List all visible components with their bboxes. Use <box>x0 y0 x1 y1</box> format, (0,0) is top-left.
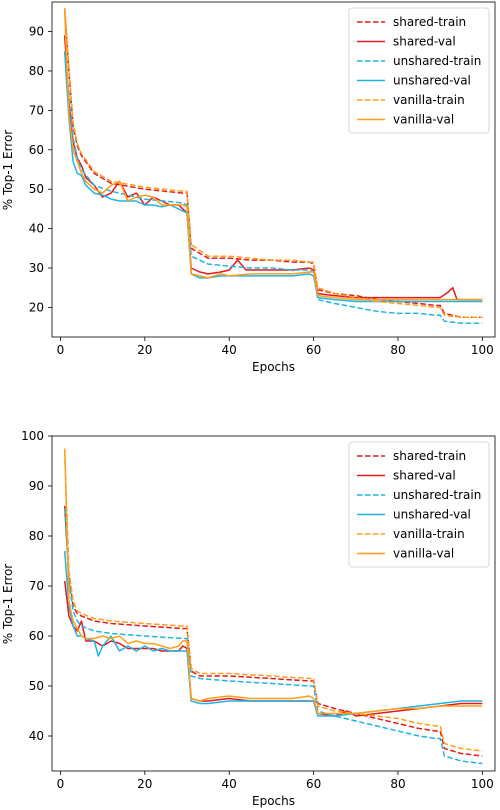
legend-label-vanilla-train: vanilla-train <box>393 93 465 107</box>
x-tick-label: 80 <box>390 777 405 791</box>
y-tick-label: 80 <box>29 529 44 543</box>
legend-label-shared-train: shared-train <box>393 449 466 463</box>
legend-label-shared-train: shared-train <box>393 15 466 29</box>
x-tick-label: 0 <box>57 343 65 357</box>
y-tick-label: 30 <box>29 261 44 275</box>
x-axis-label: Epochs <box>252 794 295 808</box>
y-tick-label: 90 <box>29 25 44 39</box>
x-tick-label: 0 <box>57 777 65 791</box>
y-tick-label: 70 <box>29 579 44 593</box>
legend-label-shared-val: shared-val <box>393 35 456 49</box>
legend-label-vanilla-train: vanilla-train <box>393 527 465 541</box>
x-tick-label: 100 <box>471 777 494 791</box>
x-tick-label: 20 <box>137 777 152 791</box>
series-line-shared-train <box>63 505 483 757</box>
x-tick-label: 40 <box>222 777 237 791</box>
series-line-vanilla-train <box>63 7 483 319</box>
y-tick-label: 80 <box>29 64 44 78</box>
legend-label-vanilla-val: vanilla-val <box>393 547 454 561</box>
y-tick-label: 60 <box>29 143 44 157</box>
y-tick-label: 50 <box>29 182 44 196</box>
x-tick-label: 60 <box>306 777 321 791</box>
series-line-unshared-val <box>63 550 483 717</box>
legend: shared-train shared-val unshared-train unsh… <box>348 441 490 568</box>
x-tick-label: 20 <box>137 343 152 357</box>
y-tick-label: 60 <box>29 629 44 643</box>
series-group <box>63 7 483 324</box>
y-tick-label: 50 <box>29 679 44 693</box>
series-line-vanilla-train <box>63 450 483 752</box>
series-line-vanilla-val <box>63 448 483 715</box>
legend-box <box>348 7 490 134</box>
chart-panel-1: 0 20 40 60 80 100 20 30 40 50 60 70 80 90 Epochs % Top-… <box>1 1 496 374</box>
x-tick-label: 80 <box>390 343 405 357</box>
x-tick-label: 60 <box>306 343 321 357</box>
y-tick-label: 70 <box>29 103 44 117</box>
x-axis-label: Epochs <box>252 360 295 374</box>
y-tick-label: 90 <box>29 479 44 493</box>
legend-label-shared-val: shared-val <box>393 469 456 483</box>
series-line-shared-val <box>63 580 483 717</box>
y-axis-label: % Top-1 Error <box>1 130 15 211</box>
x-tick-label: 100 <box>471 343 494 357</box>
y-tick-label: 40 <box>29 222 44 236</box>
x-tick-label: 40 <box>222 343 237 357</box>
y-tick-label: 20 <box>29 300 44 314</box>
series-line-vanilla-val <box>63 11 483 301</box>
series-line-unshared-train <box>63 508 483 765</box>
series-group <box>63 448 483 765</box>
legend-label-unshared-val: unshared-val <box>393 74 471 88</box>
chart-panel-2: 0 20 40 60 80 100 40 50 60 70 80 90 100 Epochs % Top-1… <box>1 429 496 808</box>
series-line-unshared-train <box>63 51 483 324</box>
y-tick-label: 100 <box>21 429 44 443</box>
series-line-shared-val <box>63 35 483 301</box>
legend-label-vanilla-val: vanilla-val <box>393 113 454 127</box>
legend-box <box>348 441 490 568</box>
y-tick-label: 40 <box>29 729 44 743</box>
legend-label-unshared-val: unshared-val <box>393 508 471 522</box>
legend-label-unshared-train: unshared-train <box>393 488 481 502</box>
axes-frame <box>51 435 496 772</box>
y-axis-label: % Top-1 Error <box>1 564 15 645</box>
legend-label-unshared-train: unshared-train <box>393 54 481 68</box>
axes-frame <box>51 1 496 338</box>
legend: shared-train shared-val unshared-train unsh… <box>348 7 490 134</box>
